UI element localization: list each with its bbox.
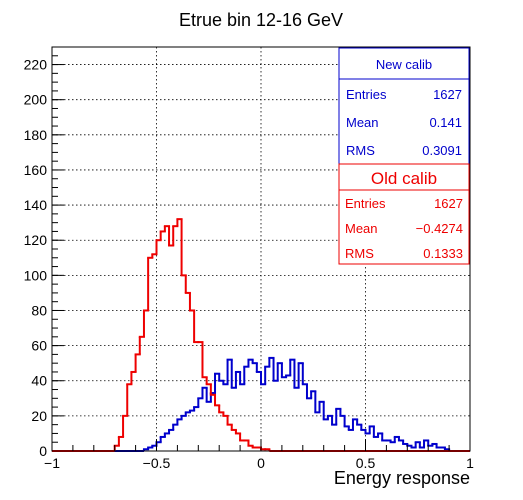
y-tick-label: 80 [31, 302, 47, 318]
x-axis-title: Energy response [334, 468, 470, 488]
y-tick-label: 140 [24, 197, 48, 213]
y-tick-label: 220 [24, 57, 48, 73]
series-new-calib [52, 356, 470, 452]
stats-new-rms-label: RMS [346, 143, 375, 158]
stats-box-new-calib: New calib Entries 1627 Mean 0.141 RMS 0.… [338, 47, 470, 187]
stats-new-mean-label: Mean [346, 115, 379, 130]
y-tick-label: 200 [24, 92, 48, 108]
stats-new-title: New calib [376, 57, 432, 72]
stats-old-rms-value: 0.1333 [423, 246, 463, 261]
stats-new-entries-value: 1627 [433, 87, 462, 102]
x-tick-label: 1 [466, 455, 474, 471]
y-tick-label: 20 [31, 408, 47, 424]
stats-old-mean-value: −0.4274 [416, 221, 463, 236]
x-tick-label: 0 [257, 455, 265, 471]
y-tick-label: 120 [24, 232, 48, 248]
y-tick-label: 40 [31, 373, 47, 389]
chart-title: Etrue bin 12-16 GeV [179, 10, 343, 30]
x-tick-label: −1 [44, 455, 60, 471]
stats-old-entries-value: 1627 [434, 196, 463, 211]
x-tick-label: −0.5 [143, 455, 171, 471]
y-tick-label: 100 [24, 267, 48, 283]
y-tick-label: 0 [39, 443, 47, 459]
stats-new-entries-label: Entries [346, 87, 387, 102]
series-layer [52, 218, 470, 452]
stats-old-rms-label: RMS [345, 246, 374, 261]
x-tick-label: 0.5 [356, 455, 376, 471]
y-tick-label: 160 [24, 162, 48, 178]
y-tick-label: 180 [24, 127, 48, 143]
stats-old-title: Old calib [371, 169, 437, 188]
stats-new-mean-value: 0.141 [429, 115, 462, 130]
stats-old-entries-label: Entries [345, 196, 386, 211]
ticks: −1 −0.5 0 0.5 1 0 20 40 60 80 100 120 140 160 180 200 22… [24, 46, 474, 471]
stats-box-old-calib: Old calib Entries 1627 Mean −0.4274 RMS … [338, 163, 470, 265]
stats-new-rms-value: 0.3091 [422, 143, 462, 158]
stats-box-new-frame [338, 47, 470, 187]
y-tick-label: 60 [31, 338, 47, 354]
stats-old-mean-label: Mean [345, 221, 378, 236]
stats-box-old-frame [338, 163, 470, 265]
